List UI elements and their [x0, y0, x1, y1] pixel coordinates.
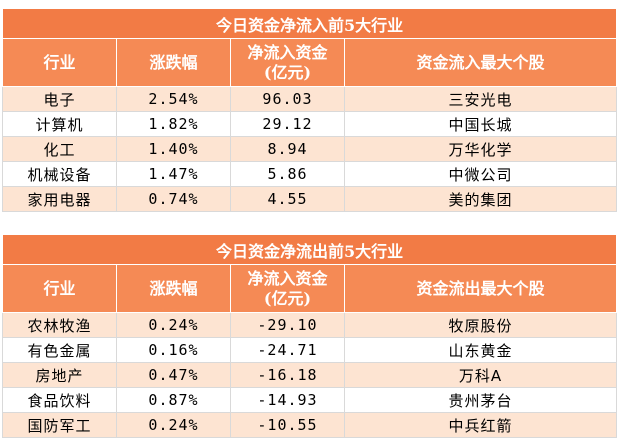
- change-cell: 2.54%: [116, 86, 231, 112]
- change-cell: 0.47%: [116, 362, 231, 388]
- table-row: 国防军工 0.24% -10.55 中兵红箭: [2, 412, 618, 438]
- stock-cell: 美的集团: [343, 186, 618, 212]
- industry-cell: 房地产: [2, 362, 117, 388]
- amount-cell: -14.93: [230, 387, 345, 413]
- change-cell: 0.24%: [116, 312, 231, 338]
- stock-cell: 万华化学: [343, 136, 618, 162]
- stock-cell: 贵州茅台: [343, 387, 618, 413]
- table-row: 房地产 0.47% -16.18 万科A: [2, 362, 618, 388]
- industry-cell: 食品饮料: [2, 387, 117, 413]
- inflow-header-industry: 行业: [2, 38, 117, 87]
- table-row: 农林牧渔 0.24% -29.10 牧原股份: [2, 312, 618, 338]
- outflow-header-amount: 净流入资金 (亿元): [230, 264, 345, 313]
- amount-cell: -24.71: [230, 337, 345, 363]
- stock-cell: 牧原股份: [343, 312, 618, 338]
- amount-cell: -29.10: [230, 312, 345, 338]
- amount-cell: 8.94: [230, 136, 345, 162]
- industry-cell: 农林牧渔: [2, 312, 117, 338]
- inflow-header-stock: 资金流入最大个股: [343, 38, 618, 87]
- stock-cell: 中国长城: [343, 111, 618, 137]
- amount-cell: -10.55: [230, 412, 345, 438]
- change-cell: 0.16%: [116, 337, 231, 363]
- outflow-table-title: 今日资金净流出前5大行业: [1, 234, 618, 265]
- stock-cell: 中兵红箭: [343, 412, 618, 438]
- change-cell: 1.82%: [116, 111, 231, 137]
- table-row: 有色金属 0.16% -24.71 山东黄金: [2, 337, 618, 363]
- amount-cell: 5.86: [230, 161, 345, 187]
- outflow-table: 今日资金净流出前5大行业 行业 涨跌幅 净流入资金 (亿元) 资金流出最大个股 …: [1, 234, 618, 438]
- stock-cell: 万科A: [343, 362, 618, 388]
- inflow-table: 今日资金净流入前5大行业 行业 涨跌幅 净流入资金 (亿元) 资金流入最大个股 …: [1, 8, 618, 212]
- inflow-header-change: 涨跌幅: [116, 38, 231, 87]
- table-row: 电子 2.54% 96.03 三安光电: [2, 86, 618, 112]
- industry-cell: 计算机: [2, 111, 117, 137]
- industry-cell: 化工: [2, 136, 117, 162]
- amount-cell: 4.55: [230, 186, 345, 212]
- change-cell: 0.87%: [116, 387, 231, 413]
- change-cell: 0.74%: [116, 186, 231, 212]
- industry-cell: 家用电器: [2, 186, 117, 212]
- stock-cell: 三安光电: [343, 86, 618, 112]
- stock-cell: 山东黄金: [343, 337, 618, 363]
- table-row: 计算机 1.82% 29.12 中国长城: [2, 111, 618, 137]
- table-row: 化工 1.40% 8.94 万华化学: [2, 136, 618, 162]
- industry-cell: 国防军工: [2, 412, 117, 438]
- amount-cell: 29.12: [230, 111, 345, 137]
- change-cell: 1.47%: [116, 161, 231, 187]
- amount-cell: -16.18: [230, 362, 345, 388]
- industry-cell: 有色金属: [2, 337, 117, 363]
- outflow-header-change: 涨跌幅: [116, 264, 231, 313]
- table-row: 机械设备 1.47% 5.86 中微公司: [2, 161, 618, 187]
- change-cell: 0.24%: [116, 412, 231, 438]
- amount-cell: 96.03: [230, 86, 345, 112]
- table-row: 家用电器 0.74% 4.55 美的集团: [2, 186, 618, 212]
- outflow-header-stock: 资金流出最大个股: [343, 264, 618, 313]
- table-row: 食品饮料 0.87% -14.93 贵州茅台: [2, 387, 618, 413]
- change-cell: 1.40%: [116, 136, 231, 162]
- inflow-header-amount: 净流入资金 (亿元): [230, 38, 345, 87]
- outflow-header-industry: 行业: [2, 264, 117, 313]
- industry-cell: 机械设备: [2, 161, 117, 187]
- inflow-table-title: 今日资金净流入前5大行业: [1, 8, 618, 39]
- stock-cell: 中微公司: [343, 161, 618, 187]
- industry-cell: 电子: [2, 86, 117, 112]
